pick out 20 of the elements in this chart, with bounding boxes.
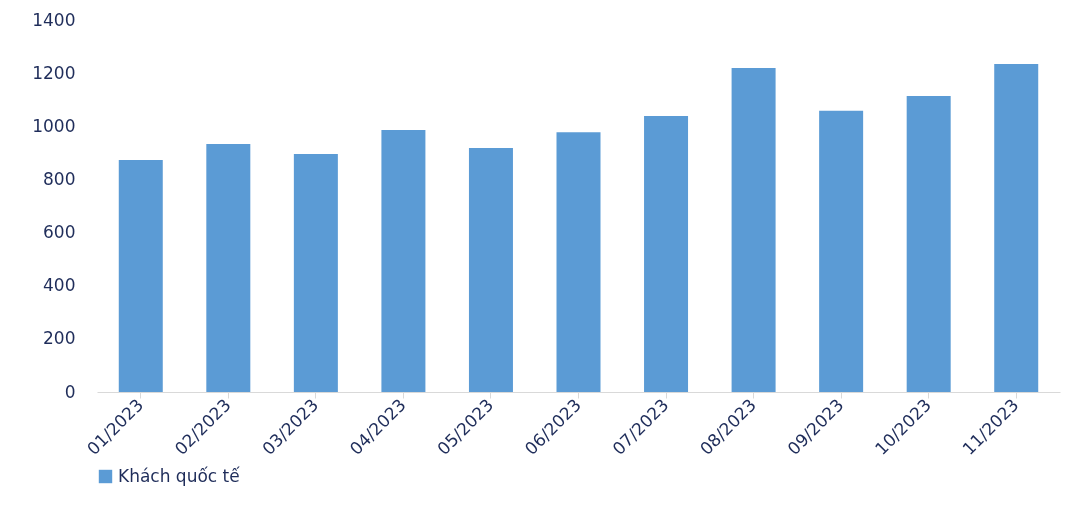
y-tick-label: 600 — [43, 222, 76, 243]
y-tick-label: 200 — [43, 328, 76, 349]
bar — [293, 153, 338, 392]
bar — [468, 148, 513, 392]
bar — [731, 68, 776, 392]
y-tick-label: 1000 — [32, 115, 76, 136]
bar — [644, 115, 689, 392]
y-tick-label: 1400 — [32, 9, 76, 30]
bar — [118, 160, 163, 392]
bar — [381, 130, 426, 392]
y-tick-label: 0 — [64, 381, 76, 402]
bar — [994, 64, 1039, 392]
y-tick-label: 400 — [43, 275, 76, 296]
bar — [819, 110, 864, 392]
bar — [556, 132, 601, 392]
bar — [906, 95, 951, 392]
y-tick-label: 1200 — [32, 62, 76, 83]
bar — [206, 144, 251, 392]
y-tick-label: 800 — [43, 168, 76, 189]
legend-label: Khách quốc tế — [118, 465, 241, 486]
